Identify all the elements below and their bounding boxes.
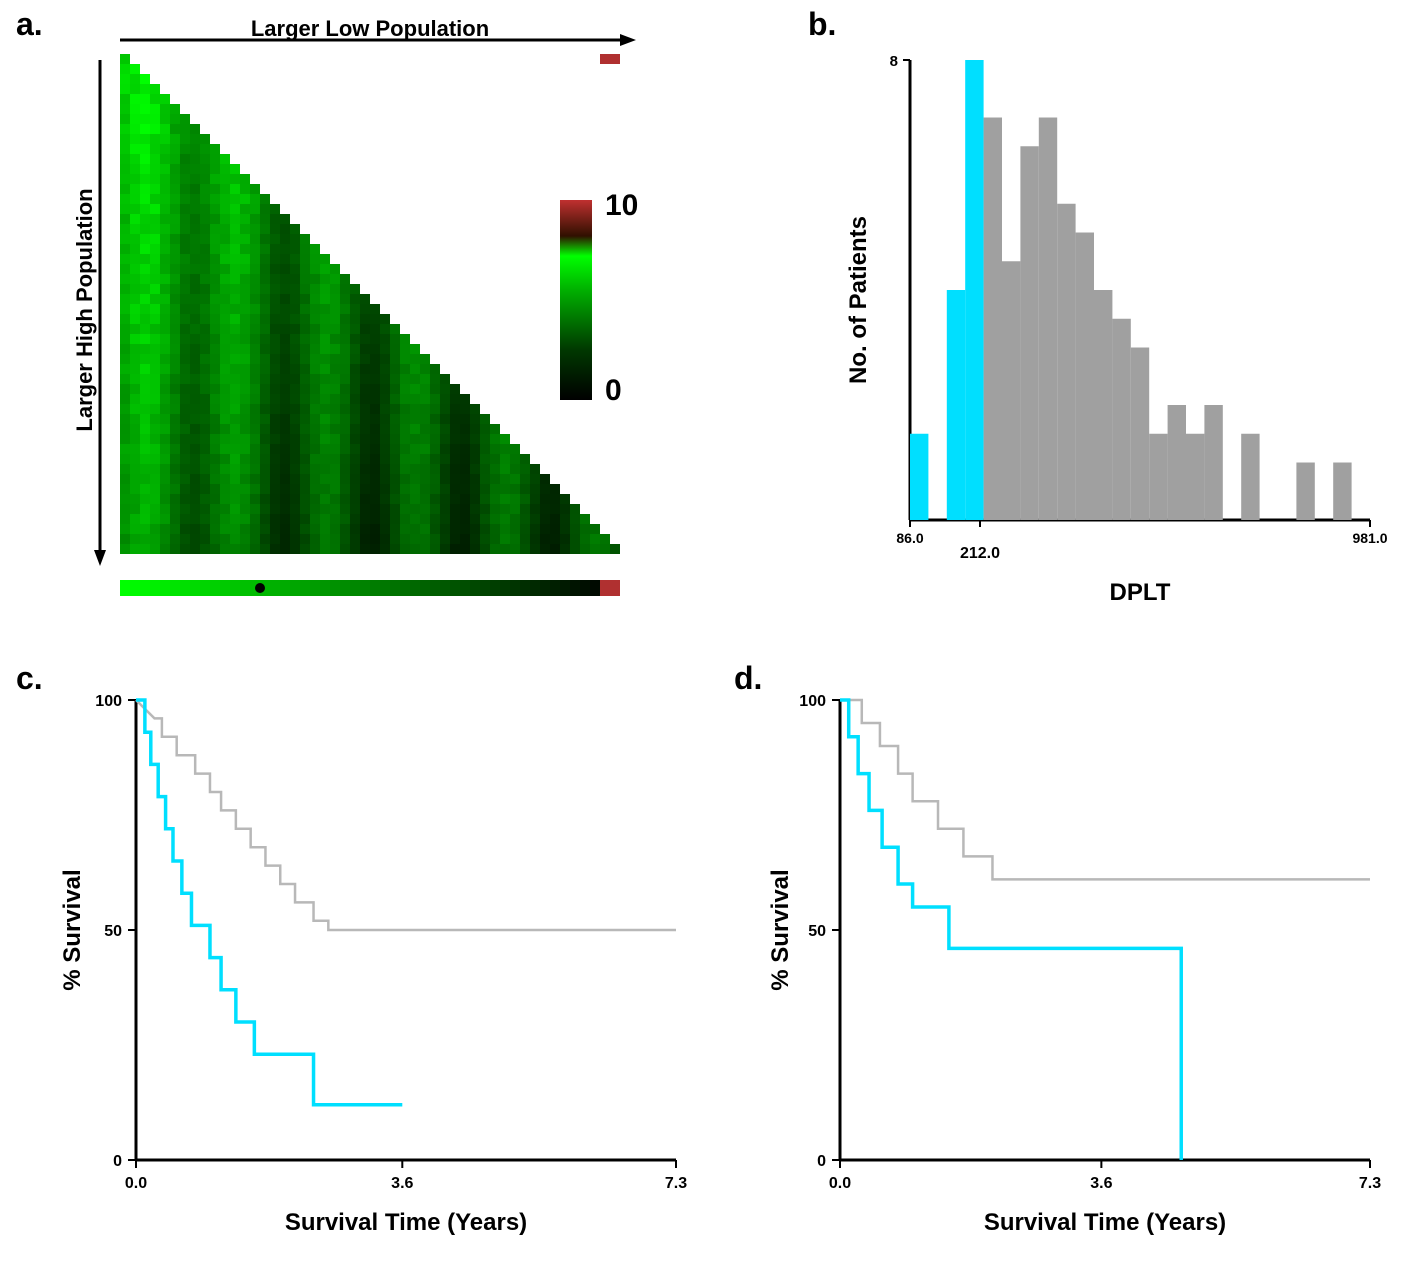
panel-a-xlabel: Larger Low Population (251, 20, 489, 41)
histogram-bar (1112, 319, 1130, 520)
panel-a-heatmap (120, 54, 620, 554)
svg-text:3.6: 3.6 (391, 1175, 413, 1192)
panel-c-xlabel: Survival Time (Years) (285, 1209, 527, 1236)
panel-a-bottom-strip (120, 580, 620, 596)
panel-a-ylabel: Larger High Population (72, 188, 97, 431)
panel-a-colorbar (560, 200, 592, 400)
histogram-bar (1168, 405, 1186, 520)
svg-text:7.3: 7.3 (1359, 1175, 1381, 1192)
panel-d-cyan-curve (840, 700, 1181, 1160)
svg-text:0.0: 0.0 (125, 1175, 147, 1192)
panel-b-xmin-tick: 86.0 (896, 530, 923, 546)
panel-a-colorbar-max: 10 (605, 189, 638, 222)
histogram-bar (947, 290, 965, 520)
panel-a-colorbar-min: 0 (605, 374, 622, 407)
panel-label-b: b. (808, 6, 836, 43)
panel-a-svg: Larger Low Population Larger High Popula… (60, 20, 740, 640)
histogram-bar (1296, 463, 1314, 521)
panel-c-grey-curve (136, 700, 676, 930)
histogram-bar (1149, 434, 1167, 520)
panel-b-ymax-tick: 8 (890, 53, 898, 70)
figure-container: a. b. c. d. Larger Low Population Larger… (0, 0, 1418, 1273)
histogram-bar (1333, 463, 1351, 521)
histogram-bar (1131, 348, 1149, 521)
histogram-bar (1186, 434, 1204, 520)
histogram-bar (1020, 146, 1038, 520)
panel-b-ylabel: No. of Patients (845, 216, 872, 384)
svg-text:50: 50 (808, 923, 826, 940)
panel-b-xlabel: DPLT (1110, 579, 1171, 606)
panel-c-cyan-curve (136, 700, 402, 1105)
panel-label-d: d. (734, 660, 762, 697)
svg-text:0.0: 0.0 (829, 1175, 851, 1192)
panel-d-grey-curve (840, 700, 1370, 879)
histogram-bar (1204, 405, 1222, 520)
svg-text:100: 100 (799, 693, 826, 710)
svg-text:7.3: 7.3 (665, 1175, 687, 1192)
panel-c-ylabel: % Survival (59, 869, 86, 990)
panel-a-marker-dot (255, 583, 265, 593)
panel-c-svg: 0 50 100 0.0 3.6 7.3 Survival Time (Years) %… (46, 680, 716, 1280)
histogram-bar (1039, 118, 1057, 521)
svg-text:0: 0 (817, 1153, 826, 1170)
panel-d-svg: 0 50 100 0.0 3.6 7.3 Survival Time (Years) %… (760, 680, 1410, 1280)
panel-b-xmax-tick: 981.0 (1352, 530, 1387, 546)
histogram-bar (1057, 204, 1075, 520)
panel-b-xthresh-tick: 212.0 (960, 545, 1000, 562)
histogram-bar (910, 434, 928, 520)
panel-label-c: c. (16, 660, 43, 697)
histogram-bar (984, 118, 1002, 521)
svg-text:100: 100 (95, 693, 122, 710)
histogram-bar (1002, 261, 1020, 520)
svg-text:50: 50 (104, 923, 122, 940)
svg-text:3.6: 3.6 (1090, 1175, 1112, 1192)
panel-b-bars (910, 60, 1352, 520)
panel-b-svg: 8 86.0 212.0 981.0 DPLT No. of Patients (840, 40, 1400, 640)
histogram-bar (965, 60, 983, 520)
histogram-bar (1241, 434, 1259, 520)
panel-d-xlabel: Survival Time (Years) (984, 1209, 1226, 1236)
histogram-bar (1094, 290, 1112, 520)
histogram-bar (1076, 233, 1094, 521)
svg-text:0: 0 (113, 1153, 122, 1170)
panel-d-ylabel: % Survival (767, 869, 794, 990)
panel-label-a: a. (16, 6, 43, 43)
